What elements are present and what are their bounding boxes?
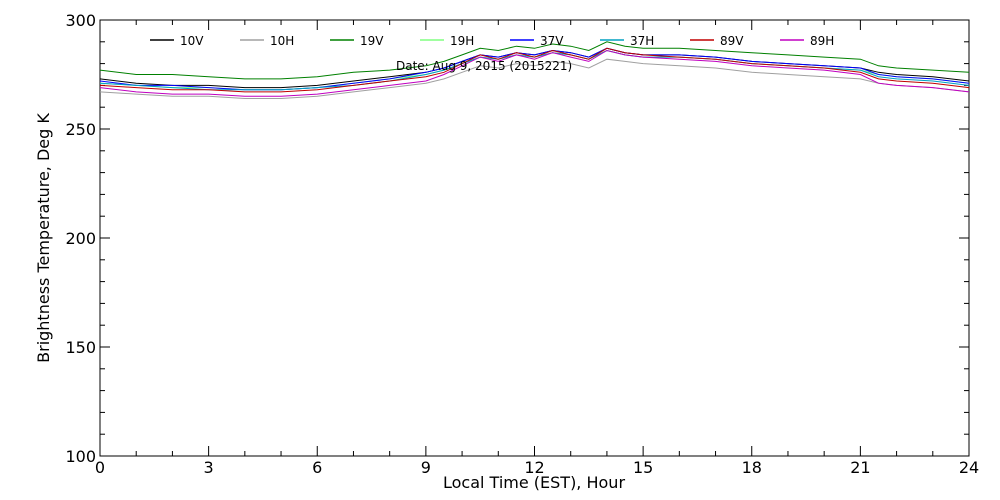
series-line-19v — [99, 41, 970, 80]
legend-label-37v: 37V — [540, 34, 564, 48]
legend-label-10h: 10H — [270, 34, 294, 48]
legend: 10V 10H 19V 19H 37V 37H 89V 89H — [150, 34, 834, 48]
series-line-89v — [99, 47, 970, 93]
series-line-89h — [99, 49, 970, 97]
legend-label-19h: 19H — [450, 34, 474, 48]
x-axis-title: Local Time (EST), Hour — [443, 473, 625, 492]
date-annotation: Date: Aug 9, 2015 (2015221) — [396, 59, 572, 73]
legend-label-10v: 10V — [180, 34, 204, 48]
x-tick-label: 12 — [524, 458, 544, 477]
y-tick-label: 200 — [65, 229, 96, 248]
y-tick-label: 250 — [65, 120, 96, 139]
x-tick-label: 6 — [312, 458, 322, 477]
x-tick-label: 9 — [421, 458, 431, 477]
x-tick-label: 15 — [633, 458, 653, 477]
x-tick-label: 3 — [204, 458, 214, 477]
plot-frame — [99, 19, 970, 457]
legend-label-37h: 37H — [630, 34, 654, 48]
series-line-10h — [99, 58, 970, 99]
y-tick-label: 300 — [65, 11, 96, 30]
x-tick-label: 18 — [742, 458, 762, 477]
series-layer — [99, 41, 970, 99]
y-axis-title: Brightness Temperature, Deg K — [34, 113, 53, 363]
x-tick-label: 21 — [850, 458, 870, 477]
legend-label-19v: 19V — [360, 34, 384, 48]
x-tick-label: 0 — [95, 458, 105, 477]
y-tick-label: 100 — [65, 447, 96, 466]
ticks-layer: 0 3 6 9 12 15 18 21 24 100 150 200 250 300 — [65, 11, 979, 477]
x-tick-label: 24 — [959, 458, 979, 477]
y-tick-label: 150 — [65, 338, 96, 357]
legend-label-89v: 89V — [720, 34, 744, 48]
legend-label-89h: 89H — [810, 34, 834, 48]
